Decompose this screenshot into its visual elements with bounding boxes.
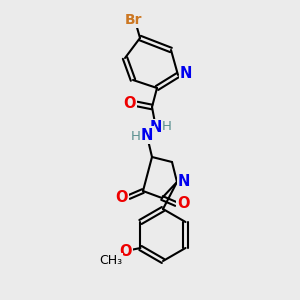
Text: N: N: [178, 173, 190, 188]
Text: H: H: [131, 130, 141, 143]
Text: CH₃: CH₃: [99, 254, 122, 266]
Text: O: O: [119, 244, 132, 260]
Text: N: N: [180, 67, 192, 82]
Text: O: O: [124, 97, 136, 112]
Text: N: N: [150, 121, 162, 136]
Text: H: H: [162, 119, 172, 133]
Text: O: O: [177, 196, 189, 211]
Text: O: O: [116, 190, 128, 205]
Text: N: N: [141, 128, 153, 142]
Text: Br: Br: [125, 13, 143, 27]
